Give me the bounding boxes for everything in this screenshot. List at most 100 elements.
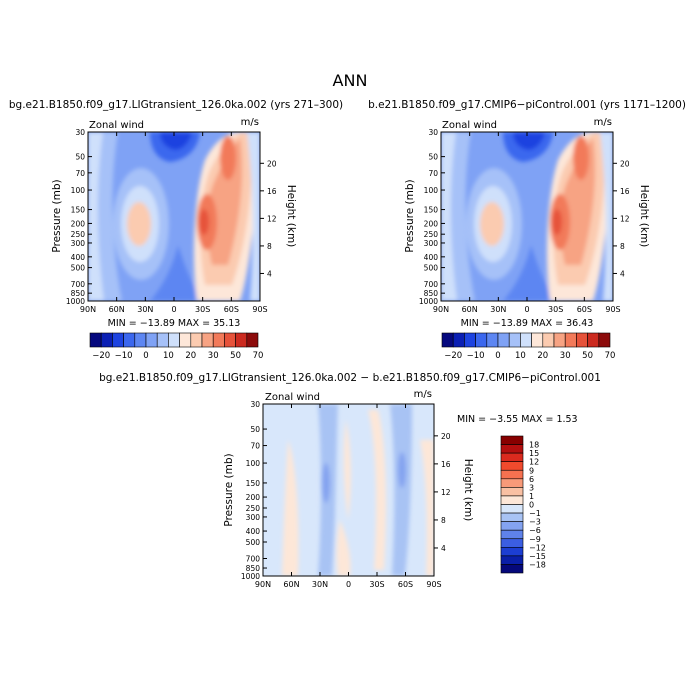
colorbar-label: 10	[515, 351, 526, 361]
colorbar-label: 10	[163, 351, 174, 361]
y-tick-label: 30	[428, 128, 438, 137]
y-tick-label: 50	[428, 153, 438, 162]
y2-tick-label: 16	[267, 187, 277, 196]
y-axis-label: Pressure (mb)	[404, 179, 416, 252]
colorbar-label: 12	[529, 458, 539, 467]
y-tick-label: 700	[246, 555, 261, 564]
y-tick-label: 400	[71, 253, 86, 262]
colorbar-label: 50	[230, 351, 241, 361]
units-label: m/s	[594, 117, 612, 128]
x-tick-label: 30S	[369, 580, 384, 589]
x-tick-label: 30S	[548, 305, 563, 314]
y2-tick-label: 8	[620, 242, 625, 251]
y-tick-label: 1000	[241, 572, 260, 581]
units-label: m/s	[241, 117, 259, 128]
x-tick-label: 30N	[490, 305, 506, 314]
colorbar-swatch	[520, 332, 532, 348]
y2-tick-label: 20	[267, 159, 277, 168]
colorbar-swatch	[486, 332, 499, 348]
colorbar-label: 0	[143, 351, 148, 361]
y2-tick-label: 12	[267, 214, 277, 223]
colorbar-label: −10	[115, 351, 133, 361]
colorbar-label: −20	[92, 351, 110, 361]
y2-tick-label: 20	[441, 432, 451, 441]
axes-panel-3: 90N 60N 30N 0 30S 60S 90S 30 50 70 100 150 200 250300…	[241, 400, 451, 589]
colorbar-swatch	[500, 538, 524, 548]
colorbar-swatch	[500, 452, 524, 462]
y-tick-label: 500	[71, 264, 86, 273]
y-tick-label: 250	[71, 230, 86, 239]
x-tick-label: 90N	[255, 580, 271, 589]
colorbar-label: −6	[529, 526, 541, 535]
x-tick-label: 90N	[80, 305, 96, 314]
colorbar-swatch	[156, 332, 169, 348]
x-tick-label: 0	[171, 305, 176, 314]
colorbar-swatch	[475, 332, 488, 348]
x-tick-label: 90S	[252, 305, 267, 314]
colorbar-label: 30	[208, 351, 219, 361]
y2-axis-label: Height (km)	[638, 185, 650, 248]
panel-title: b.e21.B1850.f09_g17.CMIP6−piControl.001 …	[368, 99, 686, 111]
colorbar-swatch	[112, 332, 124, 348]
colorbar-swatch	[587, 332, 600, 348]
colorbar-swatch	[89, 332, 102, 348]
y-tick-label: 250	[424, 230, 439, 239]
colorbar-swatch	[598, 332, 611, 348]
y-tick-label: 150	[424, 206, 439, 215]
colorbar-swatch	[145, 332, 158, 348]
page-title: ANN	[333, 71, 368, 90]
colorbar-label: 70	[253, 351, 264, 361]
colorbar-label: 30	[560, 351, 571, 361]
y-tick-label: 850	[424, 289, 439, 298]
y-tick-label: 50	[250, 425, 260, 434]
y-tick-label: 300	[424, 239, 439, 248]
y-tick-label: 300	[71, 239, 86, 248]
y-tick-label: 100	[424, 186, 439, 195]
variable-label: Zonal wind	[265, 392, 320, 403]
x-tick-label: 60N	[109, 305, 125, 314]
colorbar-swatch	[500, 555, 524, 565]
y-tick-label: 200	[424, 219, 439, 228]
colorbar-label: 20	[185, 351, 196, 361]
y-tick-label: 500	[246, 538, 261, 547]
colorbar-label: −12	[529, 543, 546, 552]
colorbar-swatch	[452, 332, 465, 348]
colorbar-swatch	[500, 487, 524, 497]
contour-field	[88, 132, 260, 301]
y-tick-label: 100	[71, 186, 86, 195]
axes-panel-1: 90N 60N 30N 0 30S 60S 90S 30 50 70 100 150 200 250300…	[66, 128, 277, 314]
y-tick-label: 700	[71, 280, 86, 289]
y-tick-label: 400	[424, 253, 439, 262]
x-tick-label: 90N	[433, 305, 449, 314]
y-tick-label: 200	[71, 219, 86, 228]
y2-tick-label: 8	[267, 242, 272, 251]
colorbar-label: −1	[529, 509, 541, 518]
colorbar-swatch	[564, 332, 577, 348]
x-tick-label: 60N	[283, 580, 299, 589]
colorbar-label: 1	[529, 492, 534, 501]
y2-axis-label: Height (km)	[285, 185, 297, 248]
y2-tick-label: 16	[441, 460, 451, 469]
colorbar-swatch	[123, 332, 136, 348]
y-tick-label: 700	[424, 280, 439, 289]
colorbar-swatch	[500, 521, 524, 531]
colorbar-swatch	[100, 332, 113, 348]
y-tick-label: 300	[246, 513, 261, 522]
y-tick-label: 500	[424, 264, 439, 273]
colorbar-label: −15	[529, 552, 546, 561]
y-tick-label: 1000	[419, 297, 438, 306]
colorbar-swatch	[500, 461, 524, 471]
y2-tick-label: 8	[441, 516, 446, 525]
colorbar-swatch	[134, 332, 147, 348]
panel-title: bg.e21.B1850.f09_g17.LIGtransient_126.0k…	[99, 372, 601, 384]
panel-title: bg.e21.B1850.f09_g17.LIGtransient_126.0k…	[9, 99, 343, 111]
colorbar-label: 3	[529, 483, 534, 492]
colorbar-swatch	[497, 332, 510, 348]
colorbar-swatch	[201, 332, 214, 348]
colorbar-swatch	[235, 332, 248, 348]
colorbar-label: −20	[444, 351, 462, 361]
colorbar-label: −3	[529, 518, 541, 527]
x-tick-label: 60N	[462, 305, 478, 314]
